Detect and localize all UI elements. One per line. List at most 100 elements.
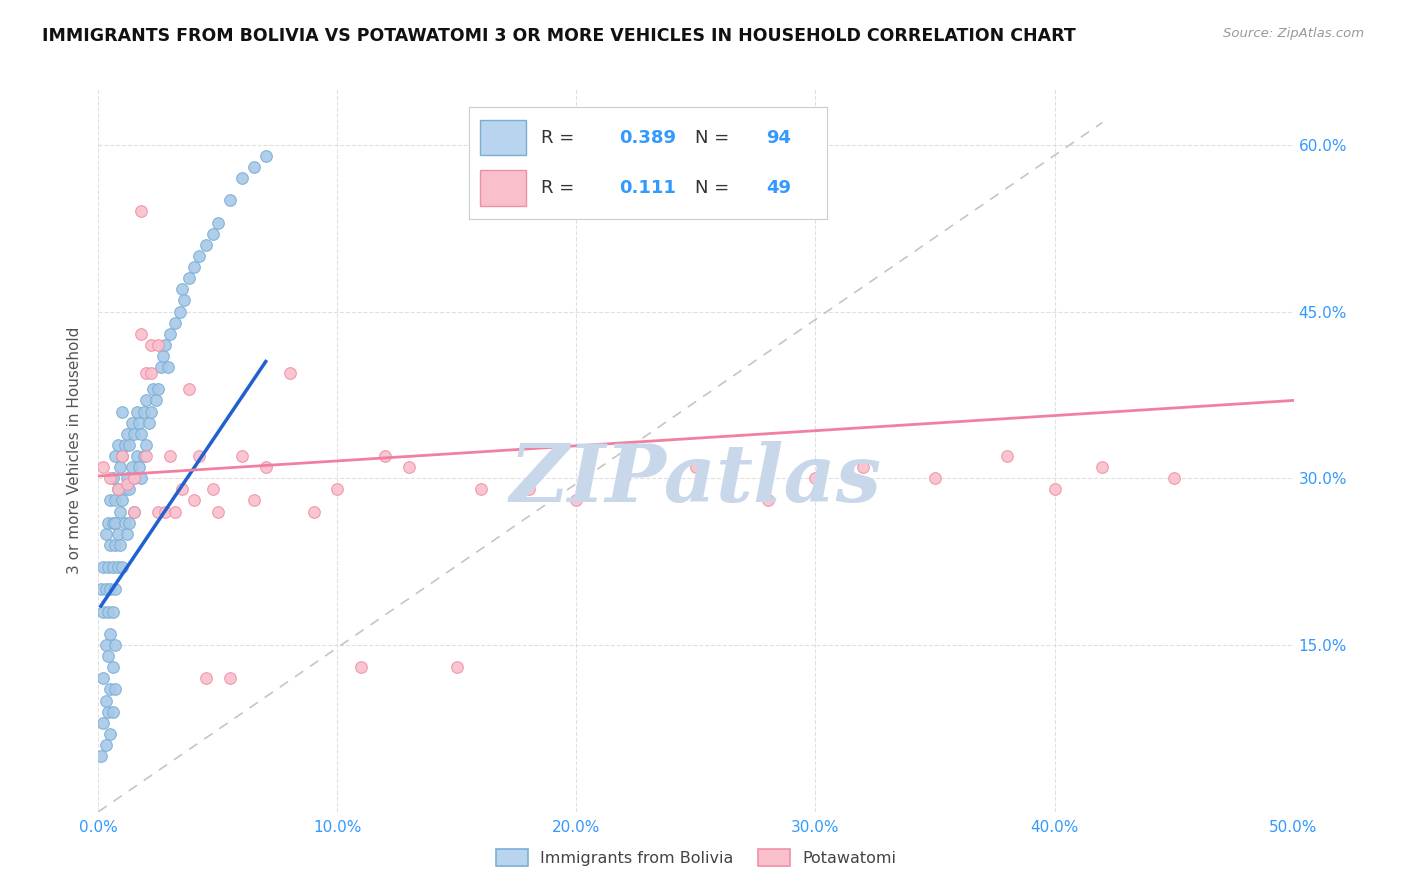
Point — [179, 382, 201, 396]
Point — [94, 582, 117, 597]
Point — [145, 393, 167, 408]
Point — [98, 471, 122, 485]
Point — [104, 516, 127, 530]
Point — [114, 516, 136, 530]
Point — [155, 505, 177, 519]
Point — [132, 404, 155, 418]
Point — [148, 338, 170, 352]
Point — [108, 505, 131, 519]
Point — [924, 471, 946, 485]
Point — [97, 605, 120, 619]
Point — [852, 460, 875, 475]
Point — [152, 349, 174, 363]
Point — [231, 171, 253, 186]
Point — [446, 660, 468, 674]
Point — [101, 560, 124, 574]
Point — [104, 538, 127, 552]
Point — [121, 460, 143, 475]
Point — [254, 149, 277, 163]
Point — [107, 560, 129, 574]
Point — [94, 638, 117, 652]
Y-axis label: 3 or more Vehicles in Household: 3 or more Vehicles in Household — [67, 326, 83, 574]
Point — [398, 460, 420, 475]
Point — [125, 404, 148, 418]
Point — [131, 326, 153, 341]
Point — [124, 471, 146, 485]
Point — [91, 605, 114, 619]
Point — [613, 471, 636, 485]
Text: Source: ZipAtlas.com: Source: ZipAtlas.com — [1223, 27, 1364, 40]
Point — [219, 671, 242, 685]
Point — [107, 483, 129, 497]
Point — [156, 360, 179, 375]
Point — [187, 449, 209, 463]
Point — [128, 460, 150, 475]
Point — [1163, 471, 1185, 485]
Point — [135, 449, 157, 463]
Point — [995, 449, 1018, 463]
Point — [756, 493, 779, 508]
Point — [243, 160, 266, 174]
Point — [131, 426, 153, 441]
Point — [121, 416, 143, 430]
Point — [207, 216, 229, 230]
Point — [107, 483, 129, 497]
Point — [173, 293, 195, 308]
Point — [118, 438, 141, 452]
Point — [111, 404, 134, 418]
Point — [302, 505, 325, 519]
Point — [101, 660, 124, 674]
Point — [1091, 460, 1114, 475]
Point — [97, 516, 120, 530]
Point — [163, 316, 186, 330]
Point — [101, 605, 124, 619]
Point — [101, 705, 124, 719]
Point — [470, 483, 492, 497]
Point — [124, 505, 146, 519]
Point — [98, 538, 122, 552]
Point — [94, 738, 117, 752]
Point — [131, 471, 153, 485]
Point — [231, 449, 253, 463]
Point — [202, 227, 225, 241]
Point — [135, 393, 157, 408]
Point — [114, 438, 136, 452]
Point — [155, 338, 177, 352]
Point — [111, 449, 134, 463]
Point — [138, 416, 160, 430]
Point — [98, 727, 122, 741]
Point — [139, 366, 162, 380]
Point — [517, 483, 540, 497]
Legend: Immigrants from Bolivia, Potawatomi: Immigrants from Bolivia, Potawatomi — [489, 842, 903, 872]
Point — [131, 204, 153, 219]
Point — [114, 483, 136, 497]
Point — [91, 715, 114, 730]
Point — [195, 237, 218, 252]
Point — [159, 326, 181, 341]
Point — [350, 660, 373, 674]
Point — [183, 493, 205, 508]
Point — [118, 516, 141, 530]
Point — [243, 493, 266, 508]
Point — [128, 416, 150, 430]
Text: IMMIGRANTS FROM BOLIVIA VS POTAWATOMI 3 OR MORE VEHICLES IN HOUSEHOLD CORRELATIO: IMMIGRANTS FROM BOLIVIA VS POTAWATOMI 3 … — [42, 27, 1076, 45]
Point — [254, 460, 277, 475]
Point — [159, 449, 181, 463]
Point — [169, 304, 191, 318]
Point — [374, 449, 396, 463]
Point — [104, 638, 127, 652]
Point — [115, 471, 138, 485]
Point — [207, 505, 229, 519]
Point — [104, 449, 127, 463]
Point — [90, 749, 112, 764]
Point — [98, 682, 122, 697]
Point — [111, 560, 134, 574]
Point — [124, 505, 146, 519]
Point — [326, 483, 349, 497]
Point — [115, 426, 138, 441]
Point — [685, 460, 707, 475]
Point — [108, 460, 131, 475]
Point — [104, 493, 127, 508]
Point — [139, 404, 162, 418]
Point — [98, 493, 122, 508]
